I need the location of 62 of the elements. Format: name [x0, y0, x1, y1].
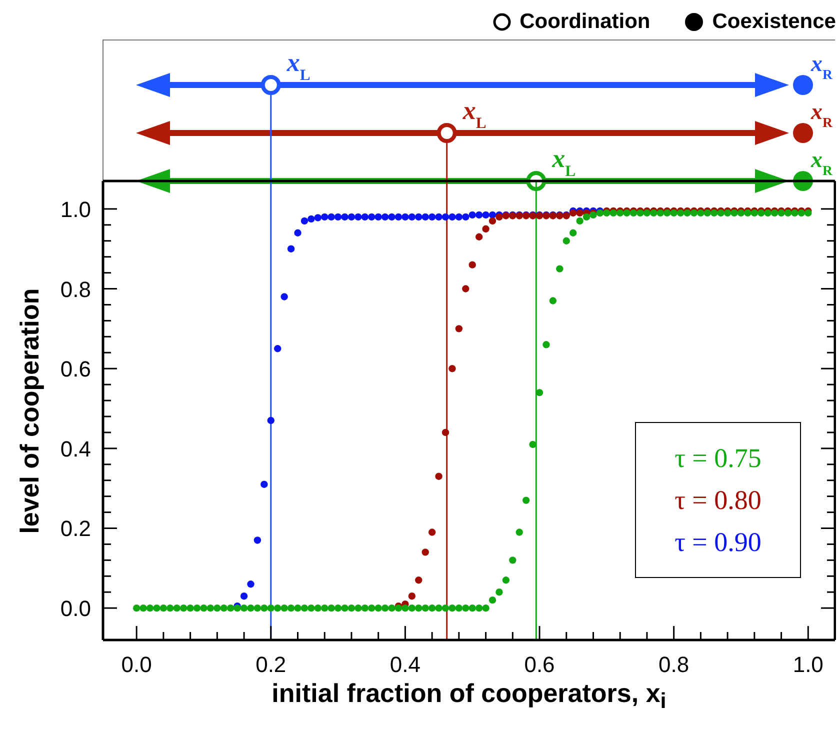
- point: [462, 213, 470, 221]
- point: [300, 217, 308, 225]
- point: [294, 229, 302, 236]
- point: [448, 213, 456, 221]
- text: τ = 0.90: [674, 526, 762, 559]
- point: [388, 213, 396, 221]
- point: [408, 213, 416, 221]
- y-tick-label: 1.0: [60, 196, 91, 222]
- point: [308, 215, 315, 223]
- text: Coexistence: [712, 10, 836, 34]
- x-tick-label: 0.4: [390, 652, 420, 677]
- point: [422, 213, 429, 221]
- point: [334, 213, 342, 221]
- point: [475, 211, 483, 219]
- y-tick-label: 0.0: [60, 596, 91, 622]
- ref-line-label: x$_{L}$: [551, 144, 576, 180]
- point: [274, 345, 282, 352]
- x-tick-label: 1.0: [792, 652, 824, 677]
- x-tick-label: 0.6: [524, 652, 555, 677]
- x-axis-title: initial fraction of cooperators, x$_{i}$: [270, 678, 668, 714]
- point: [247, 580, 254, 588]
- point: [328, 213, 335, 221]
- point: [374, 213, 382, 221]
- ref-line-label: x$_{L}$: [462, 96, 486, 132]
- y-tick-label: 0.4: [60, 436, 91, 462]
- point: [280, 293, 288, 300]
- point: [482, 211, 490, 219]
- point: [260, 480, 268, 488]
- text: Coordination: [520, 10, 650, 34]
- point: [287, 245, 295, 252]
- point: [361, 213, 369, 221]
- x-tick-label: 0.2: [256, 652, 286, 677]
- y-axis-title: level of cooperation: [14, 288, 46, 534]
- text: τ = 0.75: [674, 442, 762, 475]
- point: [455, 213, 463, 221]
- point: [415, 213, 422, 221]
- point: [254, 536, 262, 544]
- point: [314, 214, 322, 222]
- point: [321, 213, 328, 221]
- ref-line-label: x$_{L}$: [286, 48, 310, 84]
- point: [348, 213, 356, 221]
- x-tick-label: 0.0: [121, 652, 152, 677]
- point: [381, 213, 389, 221]
- x-tick-label: 0.8: [658, 652, 690, 677]
- point: [267, 416, 274, 424]
- point: [341, 213, 348, 221]
- point: [354, 213, 362, 221]
- point: [394, 213, 402, 221]
- point: [402, 213, 409, 221]
- point: [240, 592, 248, 600]
- point: [368, 213, 376, 221]
- y-tick-label: 0.6: [60, 356, 91, 382]
- point: [428, 213, 436, 221]
- point: [435, 213, 442, 221]
- point: [468, 211, 476, 219]
- text: τ = 0.80: [674, 484, 762, 517]
- text: x$_{R}$: [810, 147, 834, 178]
- y-tick-label: 0.8: [60, 276, 91, 302]
- y-tick-label: 0.2: [60, 516, 91, 542]
- point: [442, 213, 450, 221]
- text: x$_{R}$: [810, 51, 834, 82]
- text: x$_{R}$: [810, 99, 834, 130]
